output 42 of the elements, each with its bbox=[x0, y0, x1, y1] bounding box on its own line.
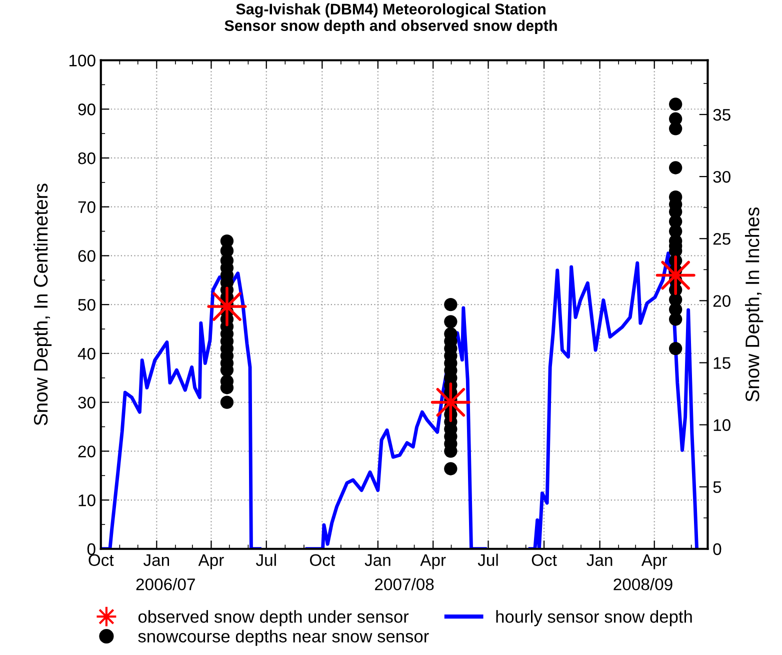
y-tick-label: 20 bbox=[78, 446, 96, 458]
y2-axis-title: Snow Depth, In Inches bbox=[744, 207, 764, 402]
y2-tick-label: 15 bbox=[714, 357, 730, 369]
y-tick-label: 0 bbox=[87, 543, 96, 556]
y2-tick-label: 25 bbox=[713, 233, 730, 245]
y-tick-label: 30 bbox=[78, 396, 96, 409]
y2-tick-label: 0 bbox=[713, 543, 722, 556]
text: 2008/09 bbox=[614, 578, 672, 590]
y-tick-label: 50 bbox=[78, 298, 96, 311]
x-tick-label: Jan bbox=[143, 554, 170, 566]
point bbox=[207, 286, 247, 326]
x-tick-label: Oct bbox=[310, 554, 335, 566]
x-tick-label: Jul bbox=[478, 554, 498, 566]
text: 2007/08 bbox=[375, 578, 434, 590]
y2-tick-label: 20 bbox=[713, 295, 730, 307]
x-tick-label: Jan bbox=[586, 554, 612, 566]
y-tick-label: 90 bbox=[78, 104, 96, 116]
legend-label: observed snow depth under sensor bbox=[138, 610, 409, 626]
y-tick-label: 40 bbox=[78, 348, 96, 360]
text: 2006/07 bbox=[136, 578, 195, 590]
legend-label: hourly sensor snow depth bbox=[496, 610, 692, 626]
y-tick-label: 100 bbox=[69, 54, 96, 66]
chart-title: Sag-Ivishak (DBM4) Meteorological Station Sensor snow depth and observed snow depth bbox=[224, 3, 557, 34]
point bbox=[430, 382, 470, 422]
y2-tick-label: 5 bbox=[713, 481, 722, 494]
legend-label: snowcourse depths near snow sensor bbox=[138, 630, 429, 646]
y-tick-label: 60 bbox=[78, 250, 96, 262]
x-tick-label: Apr bbox=[198, 554, 224, 570]
x-tick-label: Jan bbox=[364, 554, 390, 566]
y-tick-label: 10 bbox=[78, 494, 96, 506]
y-tick-label: 70 bbox=[78, 201, 96, 214]
y2-tick-label: 10 bbox=[714, 419, 730, 431]
x-tick-label: Oct bbox=[88, 554, 114, 566]
y2-tick-label: 30 bbox=[713, 170, 730, 183]
y-tick-label: 80 bbox=[78, 152, 96, 164]
y2-tick-label: 35 bbox=[713, 108, 730, 121]
x-tick-label: Apr bbox=[641, 554, 668, 570]
x-tick-label: Oct bbox=[532, 554, 557, 566]
y-axis-title: Snow Depth, In Centimeters bbox=[33, 184, 52, 426]
point bbox=[656, 255, 696, 296]
x-tick-label: Jul bbox=[256, 554, 276, 566]
x-tick-label: Apr bbox=[420, 554, 446, 570]
